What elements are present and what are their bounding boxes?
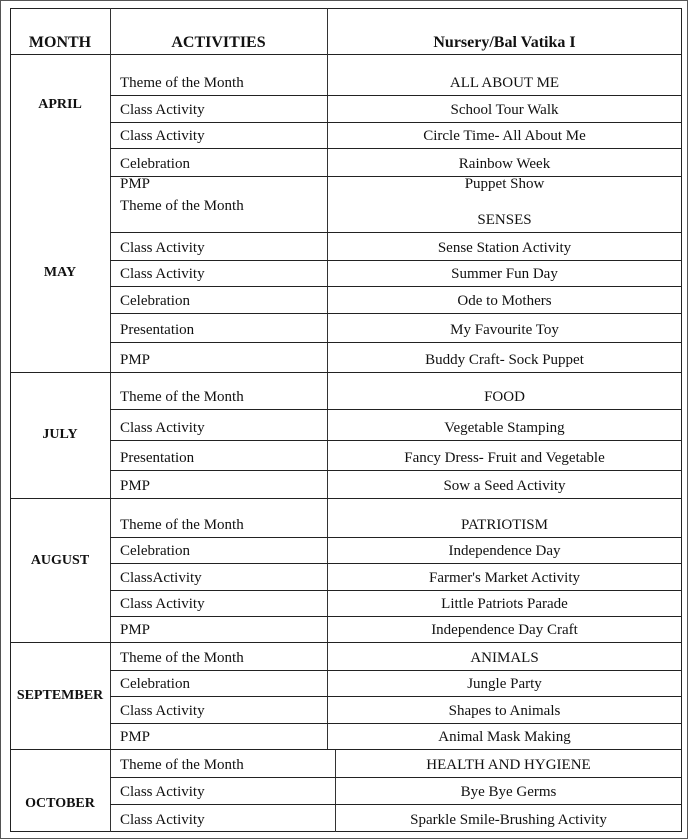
value-cell: Bye Bye Germs: [460, 784, 557, 800]
activity-cell: Theme of the Month: [120, 75, 244, 91]
value-cell: ALL ABOUT ME: [449, 75, 560, 91]
activity-cell: Theme of the Month: [120, 517, 244, 533]
activity-cell: Celebration: [120, 543, 190, 559]
activity-cell: Class Activity: [120, 240, 205, 256]
month-divider: [10, 498, 682, 499]
activity-cell: Class Activity: [120, 812, 205, 828]
value-cell: Independence Day: [448, 543, 561, 559]
value-cell: Puppet Show: [464, 176, 545, 192]
value-cell: FOOD: [484, 389, 525, 405]
value-cell: School Tour Walk: [450, 102, 559, 118]
activity-cell: Theme of the Month: [120, 650, 244, 666]
value-cell: Little Patriots Parade: [441, 596, 568, 612]
month-label: AUGUST: [30, 553, 90, 568]
row-divider: [110, 260, 682, 261]
value-cell: Sow a Seed Activity: [443, 478, 566, 494]
row-divider: [110, 409, 682, 410]
header-class: Nursery/Bal Vatika I: [433, 34, 576, 51]
row-divider: [110, 563, 682, 564]
month-divider: [10, 372, 682, 373]
row-divider: [110, 470, 682, 471]
row-divider: [110, 148, 682, 149]
row-divider: [110, 95, 682, 96]
value-cell: Rainbow Week: [458, 156, 551, 172]
activity-cell: PMP: [120, 176, 151, 192]
row-divider: [110, 616, 682, 617]
activity-cell: PMP: [120, 478, 151, 494]
month-label: OCTOBER: [25, 796, 95, 811]
value-cell: Sense Station Activity: [437, 240, 572, 256]
activity-cell: ClassActivity: [120, 570, 202, 586]
value-cell: My Favourite Toy: [450, 322, 559, 338]
month-label: SEPTEMBER: [16, 688, 104, 703]
activity-cell: PMP: [120, 622, 151, 638]
row-divider: [110, 804, 682, 805]
row-divider: [110, 286, 682, 287]
value-cell: Shapes to Animals: [448, 703, 561, 719]
activity-cell: PMP: [120, 729, 151, 745]
value-cell: Independence Day Craft: [431, 622, 578, 638]
month-divider: [10, 749, 682, 750]
row-divider: [110, 537, 682, 538]
row-divider: [110, 670, 682, 671]
row-divider: [110, 590, 682, 591]
header-activities: ACTIVITIES: [171, 34, 266, 51]
month-label: MAY: [43, 265, 77, 280]
value-cell: SENSES: [477, 212, 532, 228]
activity-cell: Class Activity: [120, 703, 205, 719]
row-divider: [110, 440, 682, 441]
row-divider: [110, 342, 682, 343]
activity-cell: Celebration: [120, 676, 190, 692]
activity-cell: Class Activity: [120, 420, 205, 436]
activity-cell: Class Activity: [120, 266, 205, 282]
activity-cell: Class Activity: [120, 128, 205, 144]
activity-cell: Celebration: [120, 293, 190, 309]
month-label: JULY: [42, 427, 78, 442]
value-cell: Buddy Craft- Sock Puppet: [425, 352, 584, 368]
activity-cell: Class Activity: [120, 784, 205, 800]
activity-cell: Theme of the Month: [120, 198, 244, 214]
row-divider: [110, 723, 682, 724]
value-cell: ANIMALS: [470, 650, 539, 666]
activity-cell: Class Activity: [120, 102, 205, 118]
value-cell: Ode to Mothers: [457, 293, 552, 309]
value-cell: HEALTH AND HYGIENE: [426, 757, 591, 773]
activity-cell: PMP: [120, 352, 151, 368]
row-divider: [110, 232, 682, 233]
row-divider: [110, 122, 682, 123]
activity-cell: Class Activity: [120, 596, 205, 612]
value-cell: Farmer's Market Activity: [428, 570, 580, 586]
month-label: APRIL: [38, 97, 82, 112]
activity-cell: Presentation: [120, 322, 195, 338]
value-cell: Animal Mask Making: [438, 729, 571, 745]
header-divider: [10, 54, 682, 55]
row-divider: [110, 777, 682, 778]
value-cell: Fancy Dress- Fruit and Vegetable: [404, 450, 605, 466]
value-cell: PATRIOTISM: [461, 517, 548, 533]
activity-cell: Theme of the Month: [120, 389, 244, 405]
row-divider: [110, 313, 682, 314]
activity-cell: Celebration: [120, 156, 190, 172]
column-divider: [335, 749, 336, 832]
value-cell: Circle Time- All About Me: [423, 128, 586, 144]
header-month: MONTH: [28, 34, 92, 51]
value-cell: Vegetable Stamping: [444, 420, 565, 436]
value-cell: Sparkle Smile-Brushing Activity: [410, 812, 607, 828]
row-divider: [110, 176, 682, 177]
column-divider: [327, 8, 328, 749]
activity-table: [10, 8, 682, 832]
activity-cell: Theme of the Month: [120, 757, 244, 773]
row-divider: [110, 696, 682, 697]
value-cell: Summer Fun Day: [451, 266, 558, 282]
column-divider: [110, 8, 111, 832]
value-cell: Jungle Party: [467, 676, 542, 692]
activity-cell: Presentation: [120, 450, 195, 466]
month-divider: [10, 642, 682, 643]
